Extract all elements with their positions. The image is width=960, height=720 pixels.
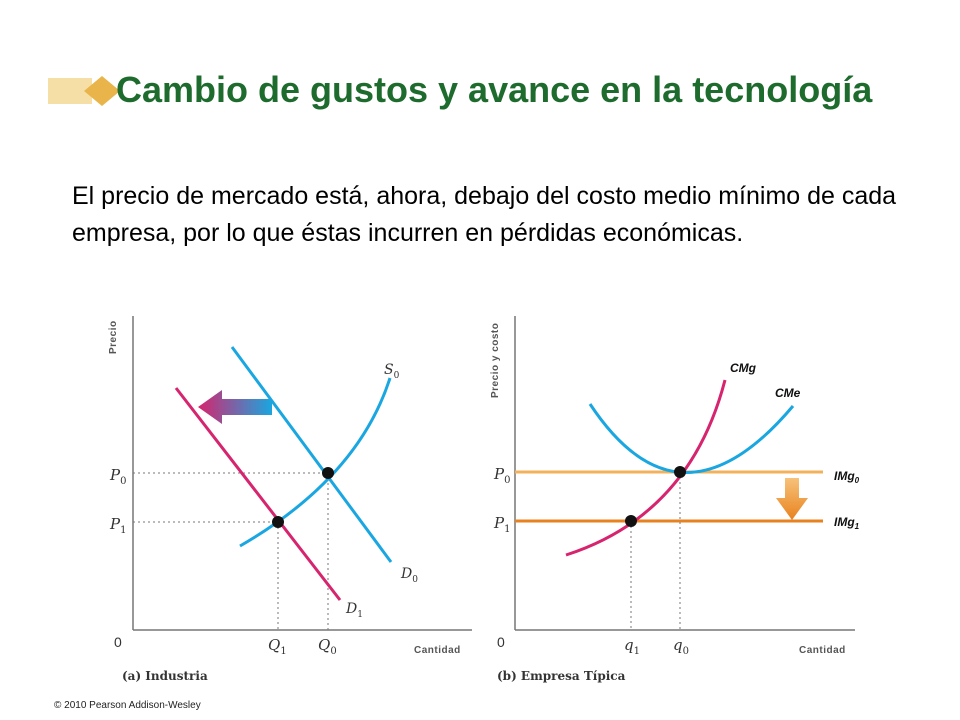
panel-b-point-new xyxy=(625,515,637,527)
panel-a-x-axis-label: Cantidad xyxy=(414,645,461,656)
panel-b-typical-firm: Precio y costo Cantidad 0 P0 P1 q1 q0 CM… xyxy=(490,316,860,683)
panel-a-tick-q1: Q1 xyxy=(268,636,287,657)
panel-b-point-initial xyxy=(674,466,686,478)
panel-b-x-axis-label: Cantidad xyxy=(799,645,846,656)
panel-b-tick-q0: q0 xyxy=(673,636,689,657)
panel-b-caption: (b) Empresa Típica xyxy=(497,669,626,683)
panel-b-mc-curve xyxy=(565,379,727,557)
panel-b-label-mr0: IMg0 xyxy=(834,469,860,485)
panel-b-tick-p1: P1 xyxy=(493,514,510,535)
slide-title: Cambio de gustos y avance en la tecnolog… xyxy=(116,69,873,110)
panel-a-equilibrium-new xyxy=(272,516,284,528)
panel-a-caption: (a) Industria xyxy=(122,669,208,683)
panel-a-demand-d0 xyxy=(230,346,393,563)
panel-a-tick-q0: Q0 xyxy=(318,636,337,657)
panel-a-equilibrium-initial xyxy=(322,467,334,479)
panel-a-industry: Precio Cantidad 0 P0 P1 Q1 Q0 S0 D0 D1 (… xyxy=(108,316,472,683)
panel-b-tick-q1: q1 xyxy=(624,636,640,657)
panel-b-y-axis-label: Precio y costo xyxy=(490,323,501,398)
panel-b-tick-p0: P0 xyxy=(493,465,510,486)
title-bullet-icon xyxy=(48,76,120,106)
price-drop-arrow-icon xyxy=(776,478,808,520)
panel-b-origin: 0 xyxy=(497,634,505,650)
copyright-notice: © 2010 Pearson Addison-Wesley xyxy=(54,700,201,711)
panel-a-tick-p1: P1 xyxy=(109,515,126,536)
panel-b-label-mc: CMg xyxy=(730,361,757,375)
panel-a-label-d0: D0 xyxy=(400,566,418,585)
panel-a-tick-p0: P0 xyxy=(109,466,126,487)
panel-b-label-atc: CMe xyxy=(775,386,801,400)
slide-body-text: El precio de mercado está, ahora, debajo… xyxy=(72,182,897,247)
panel-b-label-mr1: IMg1 xyxy=(834,515,860,531)
panel-a-label-d1: D1 xyxy=(345,601,363,620)
panel-a-supply-curve xyxy=(239,377,392,548)
panel-a-origin: 0 xyxy=(114,634,122,650)
panel-a-y-axis-label: Precio xyxy=(108,320,119,354)
panel-a-demand-d1 xyxy=(174,387,342,601)
panel-a-label-s0: S0 xyxy=(384,362,400,381)
demand-shift-arrow-icon xyxy=(198,390,272,424)
